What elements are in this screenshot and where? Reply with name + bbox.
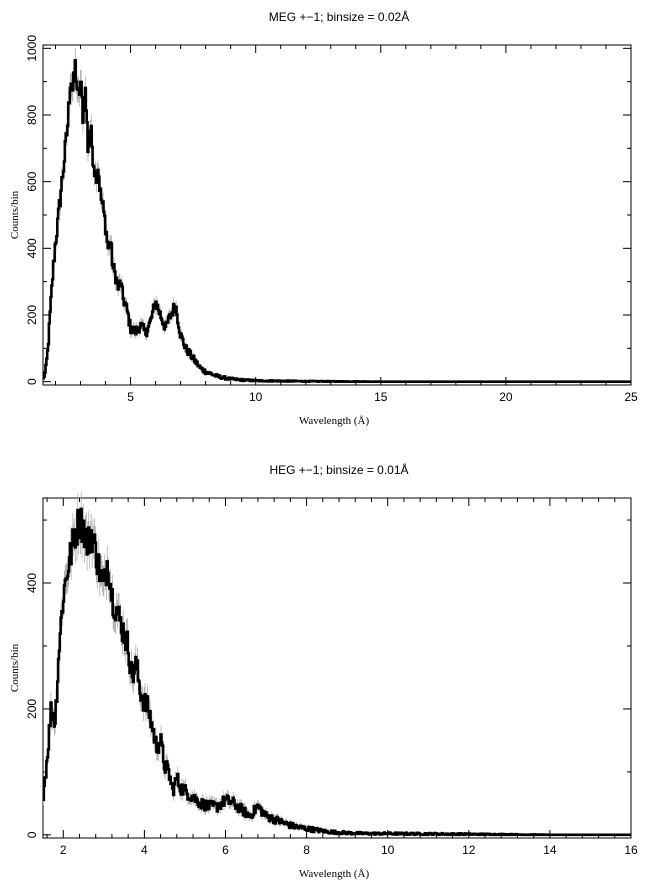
meg-spectrum-line [42, 58, 631, 383]
meg-panel: MEG +−1; binsize = 0.02Å Wavelength (Å) Co… [9, 9, 638, 427]
meg-x-tick-label: 20 [499, 390, 513, 404]
meg-y-tick-label: 1000 [25, 35, 39, 62]
heg-plot-frame [42, 497, 632, 839]
heg-x-axis-label: Wavelength (Å) [299, 868, 370, 880]
heg-x-tick-label: 14 [543, 843, 557, 857]
heg-x-tick-label: 16 [624, 843, 638, 857]
meg-chart-title: MEG +−1; binsize = 0.02Å [269, 9, 409, 24]
heg-x-tick-label: 8 [303, 843, 310, 857]
heg-x-tick-label: 4 [141, 843, 148, 857]
meg-x-tick-label: 15 [374, 390, 388, 404]
meg-y-axis-label: Counts/bin [9, 190, 21, 239]
heg-y-tick-label: 400 [25, 573, 39, 593]
heg-x-tick-label: 2 [60, 843, 67, 857]
meg-y-tick-label: 400 [25, 238, 39, 258]
heg-y-tick-label: 200 [25, 699, 39, 719]
heg-x-tick-label: 12 [462, 843, 476, 857]
heg-y-tick-label: 0 [25, 831, 39, 838]
heg-y-axis-label: Counts/bin [9, 643, 21, 692]
meg-y-tick-label: 0 [25, 378, 39, 385]
meg-x-tick-label: 25 [624, 390, 638, 404]
meg-data-point [42, 379, 44, 381]
meg-x-tick-label: 10 [249, 390, 263, 404]
meg-x-tick-label: 5 [127, 390, 134, 404]
heg-chart-title: HEG +−1; binsize = 0.01Å [269, 462, 408, 477]
heg-spectrum-line [42, 507, 631, 837]
heg-x-tick-label: 10 [381, 843, 395, 857]
meg-y-tick-label: 600 [25, 171, 39, 191]
meg-y-tick-label: 200 [25, 305, 39, 325]
heg-panel: HEG +−1; binsize = 0.01Å Wavelength (Å) Co… [9, 462, 638, 880]
heg-x-tick-label: 6 [222, 843, 229, 857]
meg-x-axis-label: Wavelength (Å) [299, 415, 370, 427]
meg-y-tick-label: 800 [25, 105, 39, 125]
